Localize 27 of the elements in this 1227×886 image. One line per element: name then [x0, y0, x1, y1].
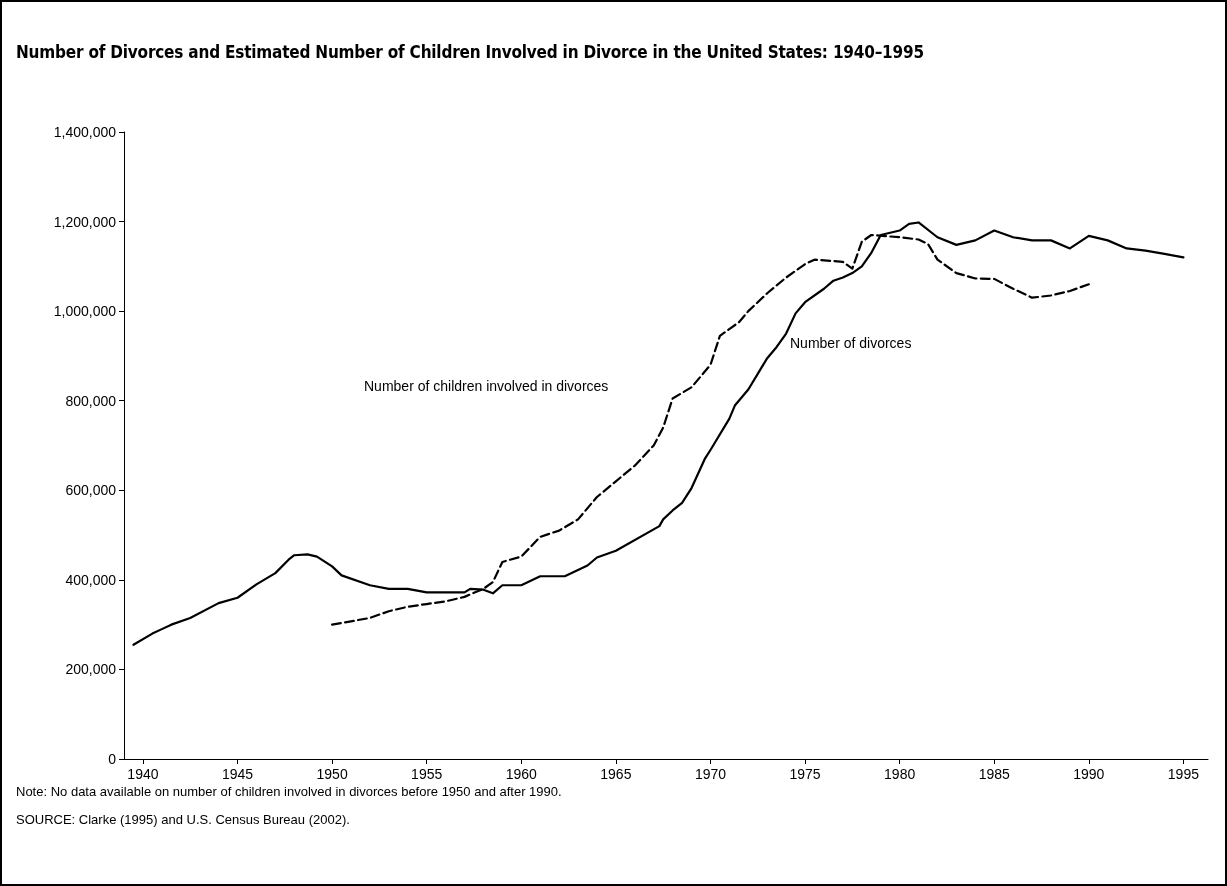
y-tick-label: 400,000: [65, 571, 117, 588]
source-note: SOURCE: Clarke (1995) and U.S. Census Bureau (2002).: [16, 812, 350, 827]
y-tick-label: 1,400,000: [53, 124, 117, 140]
text: Note: No data available on number of children involved in divorces before 1950 and after 1990.: [16, 784, 562, 799]
x-tick-label: 1950: [316, 766, 348, 782]
y-tick-label: 1,200,000: [53, 213, 117, 230]
x-tick-label: 1960: [505, 766, 538, 782]
x-tick-label: 1970: [694, 766, 727, 782]
line-series: [132, 221, 1185, 646]
x-tick-label: 1995: [1167, 766, 1200, 782]
annotation: Number of children involved in divorces: [364, 378, 609, 394]
y-tick-label: 1,000,000: [53, 303, 117, 320]
x-tick-label: 1955: [411, 766, 443, 782]
x-tick-label: 1985: [978, 766, 1011, 782]
x-tick-label: 1940: [127, 766, 159, 782]
x-tick-label: 1975: [789, 766, 821, 782]
x-tick-label: 1980: [884, 766, 916, 782]
y-tick-label: 200,000: [65, 661, 117, 678]
x-tick-label: 1945: [221, 766, 254, 782]
annotation: Number of divorces: [790, 335, 912, 351]
line-series: [331, 233, 1090, 626]
y-tick-label: 0: [108, 751, 117, 767]
y-tick-label: 600,000: [65, 482, 117, 499]
chart-title: Number of Divorces and Estimated Number of Children Involved in Divorce in the United States: 1940–1995: [16, 42, 924, 62]
x-tick-label: 1990: [1073, 766, 1105, 782]
y-tick-label: 800,000: [65, 392, 117, 409]
x-tick-label: 1965: [600, 766, 632, 782]
